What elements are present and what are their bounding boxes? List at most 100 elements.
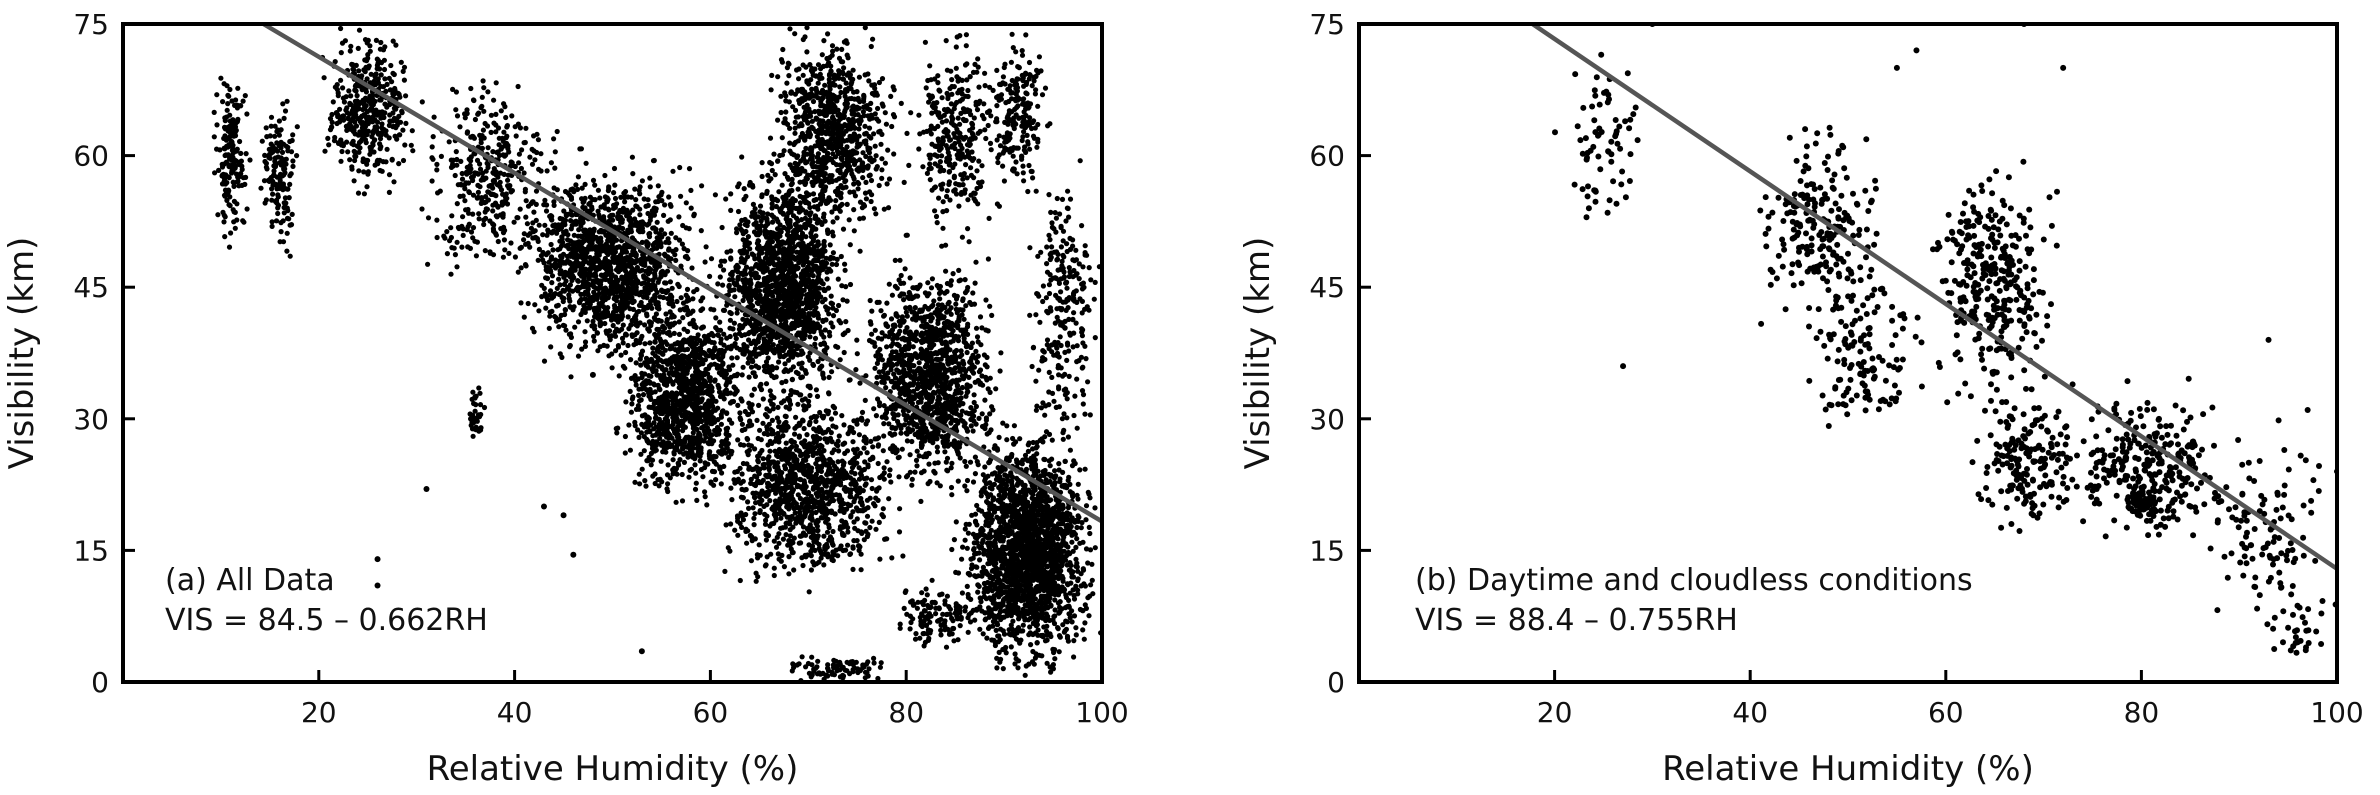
data-point — [287, 181, 293, 187]
data-point — [486, 183, 492, 189]
data-point — [378, 72, 384, 78]
data-point — [718, 340, 724, 346]
data-point — [220, 209, 226, 215]
data-point — [269, 219, 275, 225]
data-point — [228, 230, 234, 236]
data-point — [752, 373, 759, 379]
data-point — [588, 296, 594, 302]
data-point — [627, 388, 633, 394]
data-point — [367, 48, 373, 54]
data-point — [687, 447, 694, 453]
data-point — [702, 413, 708, 419]
data-point — [691, 213, 697, 219]
data-point — [383, 159, 389, 165]
data-point — [705, 440, 712, 446]
data-point — [481, 217, 487, 223]
data-point — [746, 240, 753, 246]
data-point — [498, 226, 504, 232]
data-point — [647, 184, 653, 190]
data-point — [227, 194, 233, 200]
data-point — [630, 299, 636, 306]
data-point — [829, 369, 835, 375]
data-point — [734, 230, 740, 236]
data-point — [230, 179, 236, 185]
data-point — [641, 221, 647, 227]
data-point — [734, 373, 740, 379]
data-point — [647, 340, 653, 346]
data-point — [591, 234, 597, 240]
data-point — [381, 66, 388, 73]
data-point — [480, 175, 486, 181]
data-point — [552, 222, 558, 228]
data-point — [598, 248, 604, 254]
data-point — [588, 282, 594, 288]
data-point — [782, 361, 788, 367]
data-point — [281, 163, 287, 169]
data-point — [531, 329, 537, 335]
data-point — [697, 347, 703, 353]
data-point — [671, 449, 677, 455]
data-point — [799, 348, 805, 354]
data-point — [727, 333, 733, 340]
data-point — [573, 182, 579, 188]
data-point — [475, 189, 481, 195]
data-point — [686, 166, 693, 172]
data-point — [707, 455, 713, 461]
data-point — [491, 228, 497, 234]
data-point — [231, 209, 237, 215]
data-point — [340, 95, 346, 101]
data-point — [568, 196, 575, 202]
data-point — [667, 279, 674, 285]
data-point — [603, 232, 609, 238]
data-point — [470, 173, 476, 180]
data-point — [396, 161, 402, 167]
data-point — [727, 309, 733, 316]
data-point — [650, 345, 656, 351]
data-point — [840, 297, 846, 303]
data-point — [454, 156, 460, 163]
data-point — [572, 324, 578, 330]
data-point — [680, 406, 686, 413]
data-point — [702, 431, 708, 437]
data-point — [624, 303, 630, 309]
data-point — [273, 161, 279, 167]
data-point — [568, 238, 574, 244]
data-point — [739, 154, 745, 160]
data-point — [557, 290, 563, 297]
data-point — [670, 422, 676, 428]
data-point — [698, 298, 704, 304]
data-point — [669, 297, 675, 303]
data-point — [480, 127, 486, 133]
data-point — [597, 195, 603, 201]
data-point — [348, 43, 354, 49]
data-point — [739, 372, 745, 378]
data-point — [448, 157, 454, 163]
data-point — [664, 390, 670, 396]
data-point — [830, 250, 837, 256]
data-point — [400, 127, 406, 133]
data-point — [635, 376, 641, 382]
data-point — [504, 201, 511, 207]
data-point — [647, 230, 653, 237]
data-point — [693, 480, 699, 486]
data-point — [639, 466, 645, 472]
data-point — [263, 160, 269, 166]
data-point — [539, 294, 545, 300]
data-point — [340, 113, 347, 119]
data-point — [498, 108, 504, 114]
data-point — [524, 221, 531, 227]
data-point — [767, 388, 773, 394]
data-point — [488, 129, 494, 135]
data-point — [294, 124, 300, 130]
data-point — [280, 187, 286, 193]
data-point — [543, 208, 550, 214]
data-point — [807, 334, 813, 340]
data-point — [500, 201, 506, 207]
data-point — [369, 107, 375, 113]
data-point — [548, 344, 554, 350]
data-point — [729, 399, 735, 405]
data-point — [654, 326, 660, 332]
data-point — [651, 212, 658, 218]
data-point — [593, 273, 599, 279]
data-point — [563, 278, 569, 284]
